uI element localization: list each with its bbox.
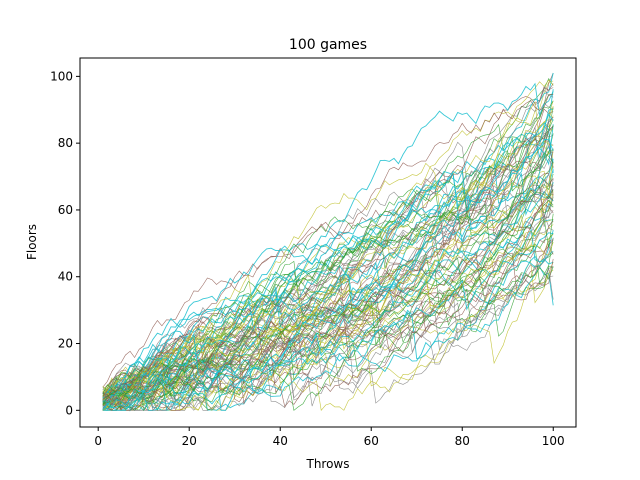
series-line	[102, 255, 554, 411]
series-line	[102, 119, 554, 397]
x-tick-label: 0	[94, 434, 102, 448]
x-axis: 0 20 40 60 80 100	[94, 427, 565, 448]
series-line	[102, 184, 554, 406]
series-line	[102, 133, 554, 405]
series-line	[102, 173, 554, 411]
x-axis-label: Throws	[305, 457, 349, 471]
series-line	[102, 107, 554, 398]
y-tick-label: 60	[58, 203, 73, 217]
series-line	[102, 190, 554, 397]
y-tick-label: 40	[58, 270, 73, 284]
series-lines	[102, 72, 554, 412]
series-line	[102, 138, 554, 410]
chart-title: 100 games	[289, 37, 367, 53]
series-line	[102, 172, 554, 411]
series-line	[102, 237, 554, 411]
series-line	[102, 190, 554, 412]
plot-frame	[79, 57, 577, 428]
series-line	[102, 125, 554, 408]
x-tick-label: 80	[455, 434, 470, 448]
series-line	[102, 148, 554, 405]
y-axis: 0 20 40 60 80 100	[50, 69, 80, 417]
x-tick-label: 40	[273, 434, 288, 448]
series-line	[102, 189, 554, 411]
series-line	[102, 232, 554, 411]
y-tick-label: 100	[50, 69, 73, 83]
series-line	[102, 93, 554, 402]
series-line	[102, 79, 554, 404]
series-line	[102, 148, 554, 402]
series-line	[102, 113, 554, 410]
series-line	[102, 108, 554, 402]
x-tick-label: 100	[542, 434, 565, 448]
y-tick-label: 80	[58, 136, 73, 150]
series-line	[102, 89, 554, 399]
series-line	[102, 82, 554, 409]
series-line	[102, 152, 554, 412]
series-line	[102, 238, 554, 410]
series-line	[102, 209, 554, 411]
series-line	[102, 140, 554, 411]
series-line	[102, 239, 554, 410]
series-line	[102, 100, 554, 406]
x-tick-label: 20	[182, 434, 197, 448]
series-line	[102, 178, 554, 411]
series-line	[102, 213, 554, 406]
series-line	[102, 266, 554, 411]
y-tick-label: 20	[58, 337, 73, 351]
series-line	[102, 125, 554, 409]
series-line	[102, 145, 554, 411]
series-line	[102, 239, 554, 411]
y-axis-label: Floors	[25, 224, 39, 260]
series-line	[102, 117, 554, 400]
y-tick-label: 0	[65, 403, 73, 417]
x-tick-label: 60	[364, 434, 379, 448]
series-line	[102, 106, 554, 407]
series-line	[102, 173, 554, 411]
series-line	[102, 195, 554, 406]
